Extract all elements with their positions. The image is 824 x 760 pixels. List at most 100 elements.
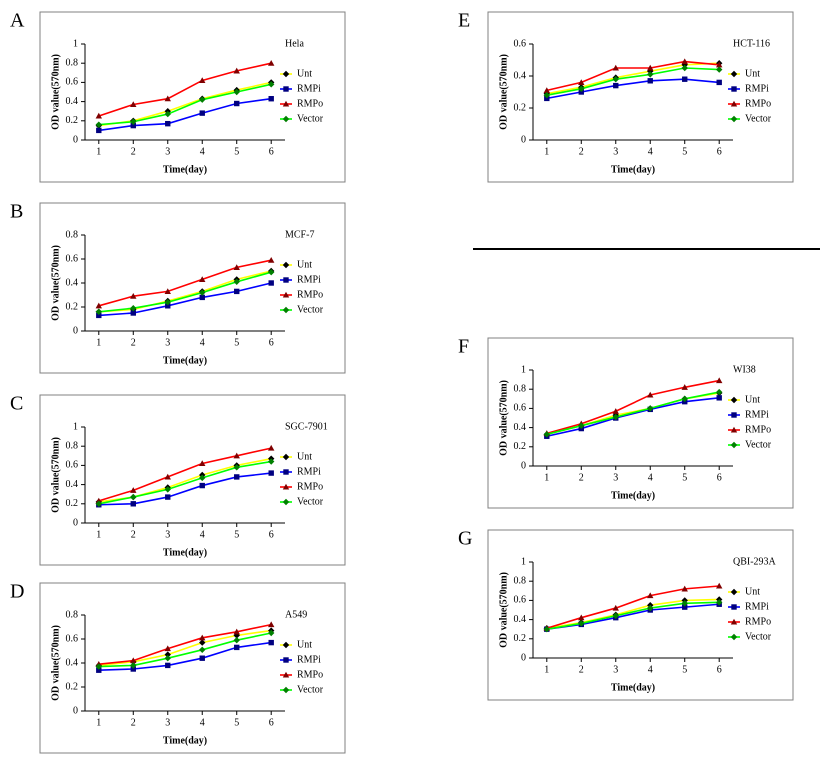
marker <box>234 474 240 480</box>
marker <box>233 278 240 285</box>
legend-marker <box>730 70 738 78</box>
marker <box>95 302 102 309</box>
x-tick-label: 2 <box>579 472 584 483</box>
marker <box>647 604 654 612</box>
legend-marker <box>731 604 737 610</box>
legend-label: Unt <box>297 259 312 270</box>
marker <box>95 663 102 670</box>
y-tick-label: 0.6 <box>514 38 527 49</box>
legend-marker <box>282 100 290 107</box>
series-line <box>98 632 272 668</box>
marker <box>199 474 206 482</box>
series-line <box>546 60 720 92</box>
legend-marker <box>282 115 290 123</box>
legend-label: Vector <box>297 496 324 507</box>
marker <box>647 391 654 398</box>
x-tick-label: 3 <box>165 529 170 540</box>
y-tick-label: 0.6 <box>514 403 527 414</box>
marker <box>233 632 240 639</box>
y-tick-label: 0.8 <box>514 575 527 586</box>
legend-label: Vector <box>297 684 324 695</box>
x-tick-label: 6 <box>269 146 274 157</box>
marker <box>681 58 688 65</box>
legend-marker <box>283 86 289 92</box>
panel: E 0 0.2 0.4 0.6 1 2 3 4 5 6 Time(day) OD value(570nm… <box>458 10 794 183</box>
marker <box>268 81 275 88</box>
legend-label: RMPi <box>297 466 321 477</box>
marker <box>233 88 240 96</box>
x-tick-label: 6 <box>269 337 274 348</box>
series-line <box>98 97 272 132</box>
y-tick-label: 0.4 <box>66 277 79 288</box>
y-tick-label: 0.6 <box>514 595 527 606</box>
marker <box>233 67 240 74</box>
legend-label: RMPi <box>745 601 769 612</box>
legend-label: RMPi <box>745 409 769 420</box>
marker <box>612 413 619 421</box>
legend-label: RMPo <box>745 98 771 109</box>
y-tick-label: 0.4 <box>514 614 527 625</box>
y-tick-label: 1 <box>73 38 78 49</box>
legend-marker <box>283 277 289 283</box>
x-tick-label: 3 <box>165 146 170 157</box>
marker <box>716 61 723 68</box>
x-tick-label: 6 <box>717 664 722 675</box>
marker <box>716 66 723 73</box>
y-tick-label: 0.2 <box>514 633 527 644</box>
marker <box>164 645 171 652</box>
marker <box>164 473 171 480</box>
marker <box>199 482 205 489</box>
series-line <box>98 270 272 313</box>
legend-label: Unt <box>745 586 760 597</box>
marker <box>165 120 171 127</box>
panel-frame <box>487 11 794 183</box>
panel-frame <box>39 582 346 754</box>
x-tick-label: 3 <box>613 472 618 483</box>
panel-label: B <box>10 201 23 223</box>
series-line <box>98 259 272 307</box>
legend-marker <box>282 306 290 314</box>
marker <box>233 452 240 459</box>
x-tick-label: 1 <box>96 337 101 348</box>
marker <box>130 122 136 129</box>
x-tick-label: 5 <box>234 529 239 540</box>
y-axis-label: OD value(570nm) <box>50 625 61 701</box>
marker <box>647 78 653 84</box>
marker <box>233 464 240 471</box>
marker <box>233 637 240 644</box>
panel-frame <box>487 337 794 509</box>
chart-title: A549 <box>285 609 307 620</box>
marker <box>199 646 206 653</box>
legend-marker <box>282 70 290 78</box>
series-line <box>98 282 272 317</box>
x-tick-label: 4 <box>200 146 205 157</box>
x-tick-label: 4 <box>648 146 653 157</box>
y-tick-label: 0 <box>521 652 526 663</box>
series-line <box>98 641 272 671</box>
marker <box>268 621 275 628</box>
y-tick-label: 0.8 <box>66 609 79 620</box>
marker <box>130 101 137 108</box>
marker <box>164 655 171 662</box>
series-line <box>546 391 720 436</box>
legend-label: RMPo <box>297 98 323 109</box>
marker <box>681 585 688 592</box>
marker <box>96 127 102 134</box>
legend-marker <box>730 441 738 449</box>
legend-marker <box>282 483 290 490</box>
legend-label: RMPo <box>297 481 323 492</box>
marker <box>130 666 136 672</box>
chart-title: QBI-293A <box>733 556 777 567</box>
series-line <box>546 379 720 435</box>
marker <box>612 76 619 83</box>
marker <box>268 470 274 476</box>
marker <box>234 288 240 295</box>
y-axis-label: OD value(570nm) <box>50 245 61 321</box>
legend-label: Vector <box>297 113 324 124</box>
y-tick-label: 0.8 <box>66 229 79 240</box>
marker <box>234 644 240 651</box>
marker <box>96 312 102 319</box>
series-line <box>98 83 272 126</box>
legend-label: RMPi <box>297 654 321 665</box>
